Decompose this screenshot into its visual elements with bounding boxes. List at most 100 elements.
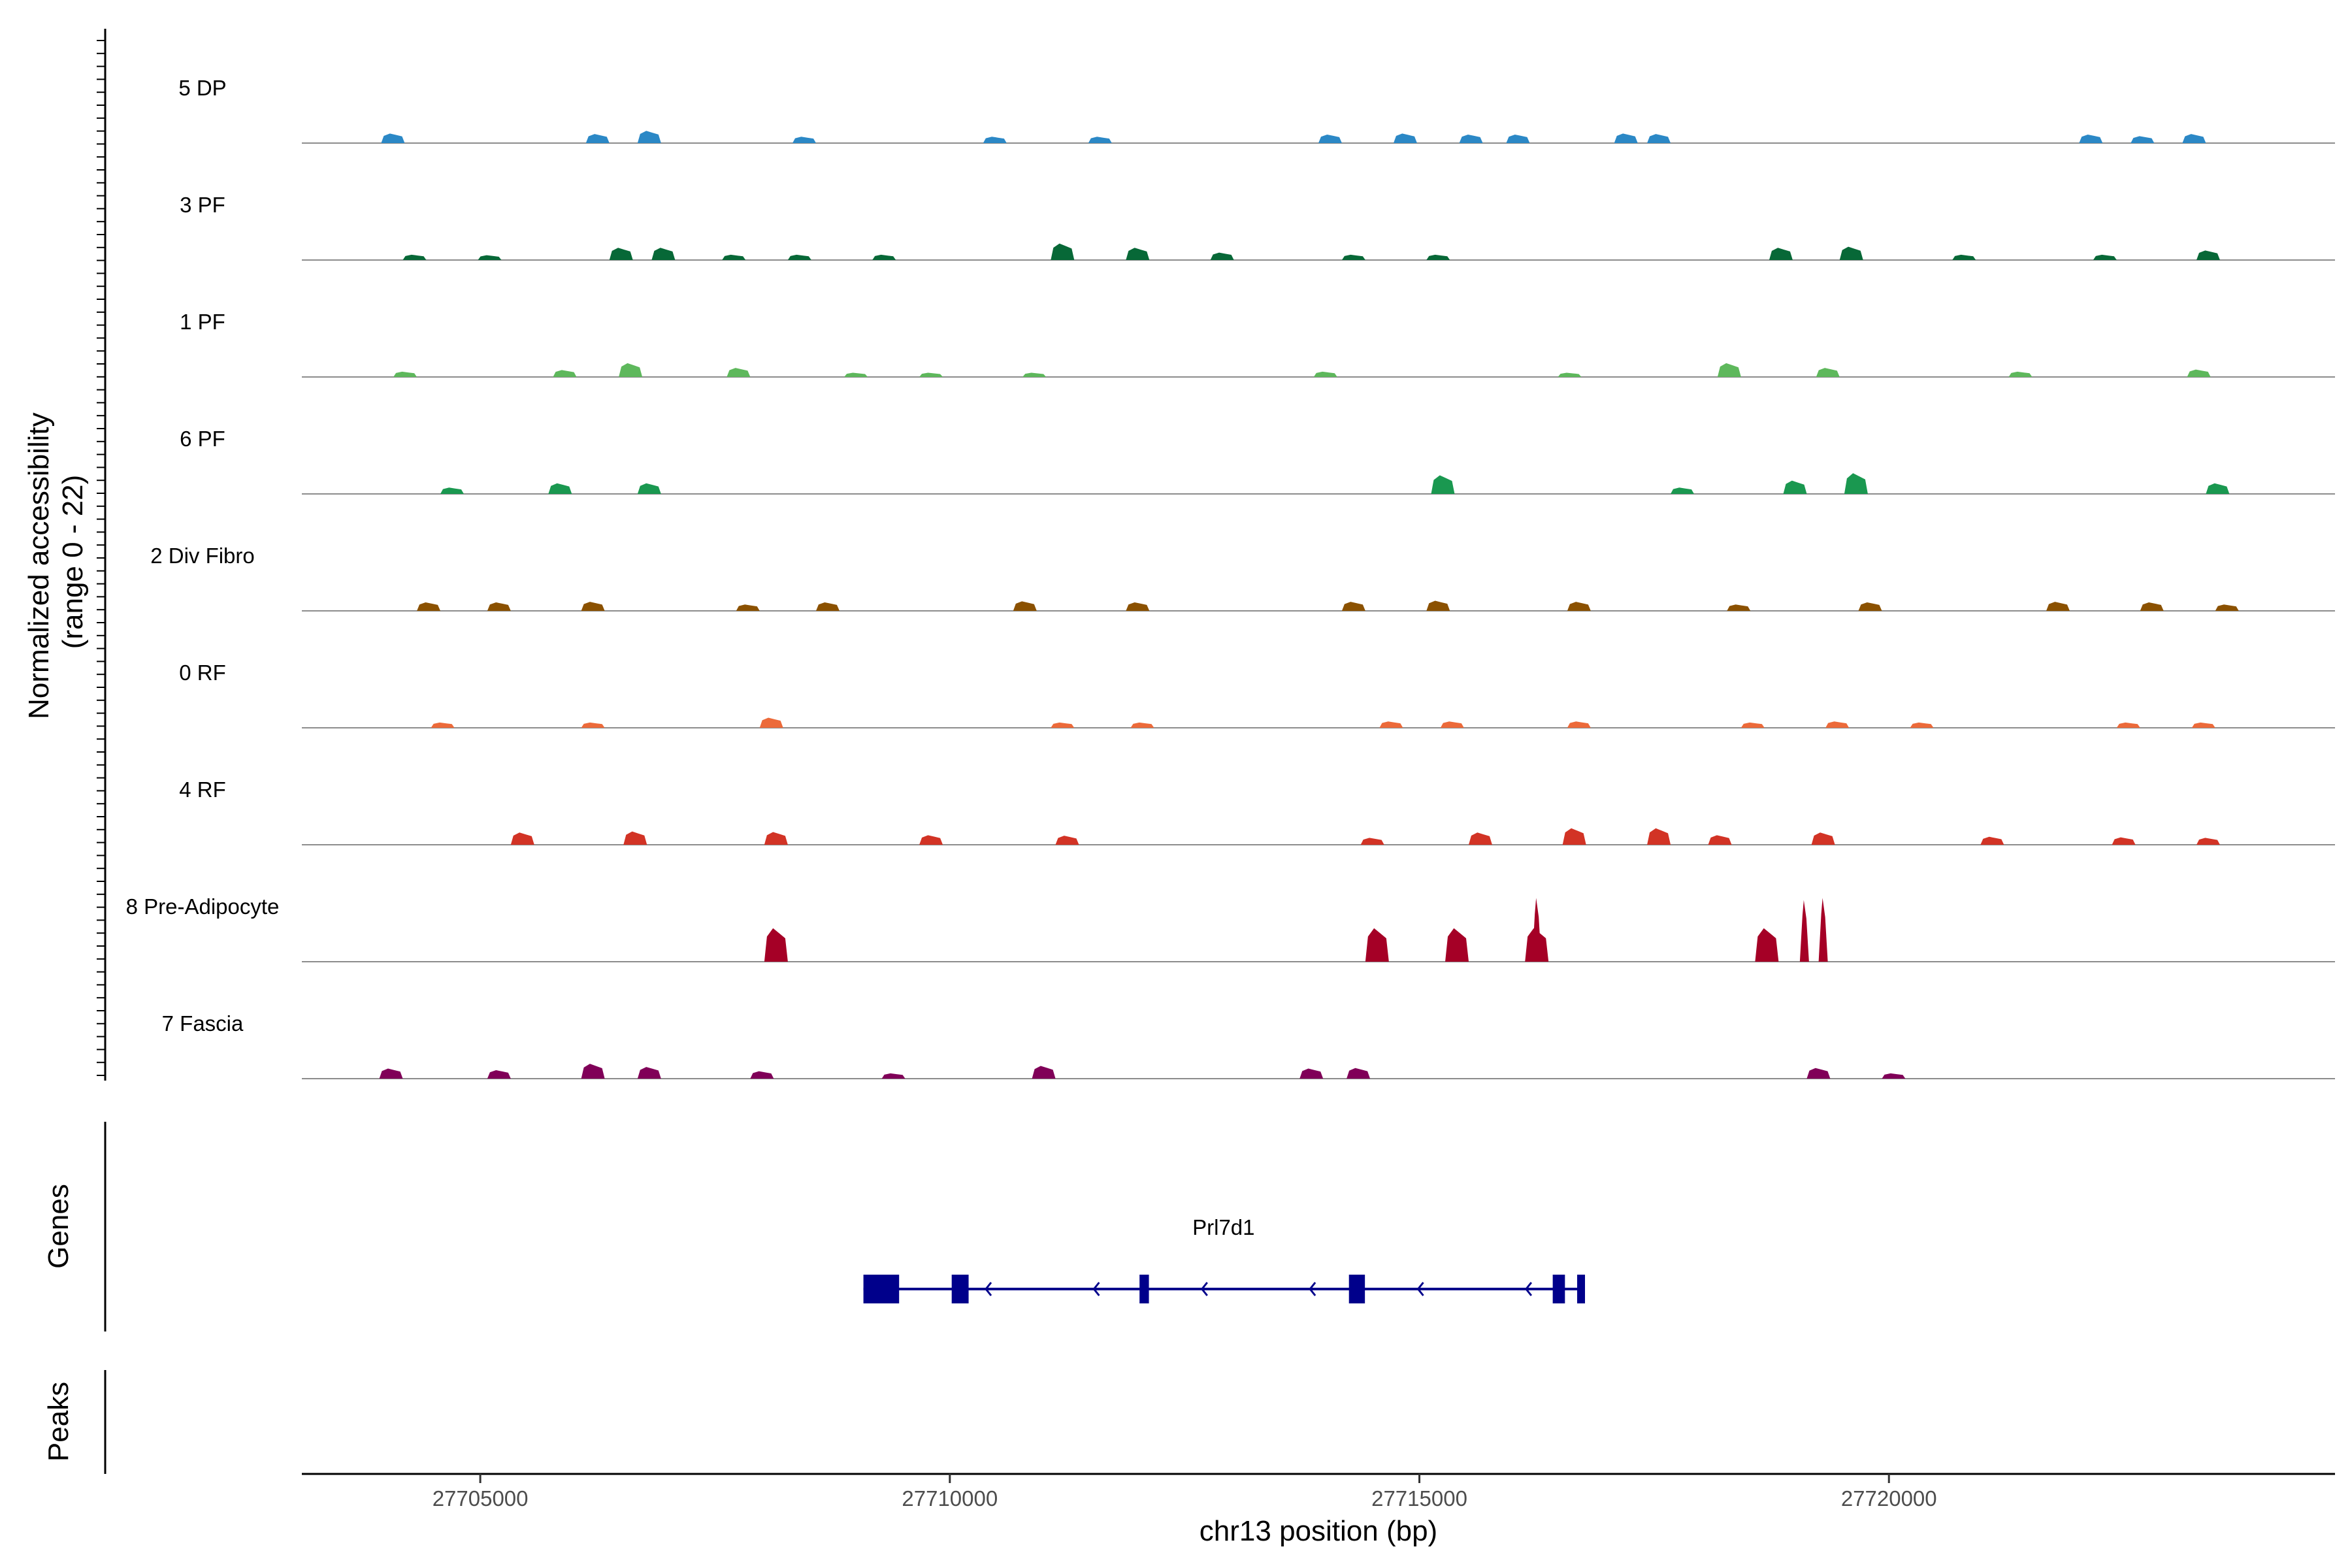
track-label: 7 Fascia <box>162 1011 244 1036</box>
coverage-peak <box>1365 928 1389 962</box>
coverage-peak <box>736 604 760 611</box>
gene-strand-arrow <box>1416 1282 1424 1296</box>
track-6-pf: 6 PF <box>180 427 2335 495</box>
track-label: 6 PF <box>180 427 225 451</box>
coverage-peak <box>2187 369 2211 377</box>
coverage-peak <box>478 255 502 260</box>
gene-strand-arrow <box>1200 1282 1208 1296</box>
coverage-peak <box>764 832 788 845</box>
coverage-peak <box>1318 134 1342 143</box>
x-tick-label: 27715000 <box>1371 1486 1467 1511</box>
coverage-peak <box>727 368 751 377</box>
accessibility-tracks: 5 DP 3 PF 1 PF 6 PF 2 Div Fibro 0 RF 4 RF 8 Pre… <box>126 76 2335 1079</box>
coverage-peak <box>2140 602 2164 611</box>
coverage-peak <box>1341 602 1365 611</box>
coverage-peak <box>1816 368 1840 377</box>
coverage-peak <box>1360 838 1384 845</box>
coverage-peak <box>623 831 647 845</box>
coverage-peak <box>487 602 511 611</box>
coverage-peak <box>1313 371 1337 377</box>
gene-prl7d1: Prl7d1 <box>863 1215 1586 1303</box>
coverage-peak <box>581 602 605 611</box>
coverage-peak <box>1506 134 1530 143</box>
coverage-peak <box>1126 602 1150 611</box>
coverage-peak <box>1459 134 1483 143</box>
coverage-peak <box>1210 252 1234 260</box>
coverage-peak <box>1445 928 1469 962</box>
genes-panel-title: Genes <box>42 1184 74 1269</box>
coverage-peak <box>1426 254 1450 260</box>
coverage-peak <box>637 483 661 494</box>
coverage-peak <box>1670 487 1694 494</box>
coverage-peak <box>1910 722 1934 728</box>
coverage-peak <box>919 835 943 845</box>
coverage-peak <box>1051 722 1075 728</box>
coverage-peak <box>1088 137 1112 143</box>
coverage-peak <box>1717 363 1741 377</box>
coverage-peak <box>1051 243 1075 260</box>
coverage-peak <box>1379 721 1403 728</box>
coverage-peak <box>1299 1068 1324 1079</box>
coverage-peak <box>581 722 605 728</box>
accessibility-axis-ticks <box>97 40 105 1076</box>
coverage-peak <box>2182 134 2206 143</box>
coverage-peak <box>619 363 643 377</box>
coverage-peak <box>1980 836 2004 845</box>
coverage-peak <box>609 248 633 260</box>
coverage-peak <box>1562 828 1586 845</box>
x-tick-label: 27720000 <box>1841 1486 1937 1511</box>
coverage-peak <box>1614 133 1638 143</box>
coverage-peak <box>1055 836 1079 845</box>
coverage-peak <box>379 1068 403 1079</box>
track-4-rf: 4 RF <box>179 777 2335 845</box>
coverage-peak <box>2112 837 2136 845</box>
track-label: 1 PF <box>180 310 225 334</box>
gene-strand-arrow <box>1524 1282 1533 1296</box>
coverage-peak <box>1431 475 1455 494</box>
coverage-peak <box>1130 722 1154 728</box>
coverage-peak <box>1532 898 1542 962</box>
coverage-peak <box>881 1073 906 1079</box>
coverage-peak <box>1727 604 1751 611</box>
track-5-dp: 5 DP <box>178 76 2335 144</box>
track-label: 5 DP <box>178 76 226 100</box>
coverage-peak <box>983 137 1007 143</box>
x-axis-title: chr13 position (bp) <box>1200 1515 1437 1547</box>
coverage-peak <box>1740 722 1765 728</box>
coverage-peak <box>1769 248 1793 260</box>
coverage-peak <box>844 372 868 377</box>
coverage-peak <box>1818 898 1828 962</box>
coverage-peak <box>581 1064 605 1079</box>
coverage-peak <box>1440 721 1464 728</box>
gene-exon <box>1348 1275 1365 1303</box>
coverage-peak <box>1341 254 1365 260</box>
coverage-peak <box>1567 602 1591 611</box>
track-label: 4 RF <box>179 777 226 802</box>
coverage-peak <box>872 254 896 260</box>
y-range-text: (range 0 - 22) <box>57 475 89 649</box>
track-7-fascia: 7 Fascia <box>162 1011 2335 1079</box>
coverage-peak <box>393 371 417 377</box>
coverage-peak <box>2196 250 2220 260</box>
accessibility-axis <box>97 29 106 1081</box>
track-2-div-fibro: 2 Div Fibro <box>150 544 2335 612</box>
coverage-peak <box>2046 602 2070 611</box>
gene-exon <box>1577 1275 1586 1303</box>
track-label: 8 Pre-Adipocyte <box>126 894 280 919</box>
coverage-peak <box>2093 254 2117 260</box>
coverage-peak <box>787 254 811 260</box>
coverage-peak <box>2206 483 2230 494</box>
coverage-peak <box>1844 473 1868 494</box>
coverage-peak <box>919 372 943 377</box>
coverage-peak <box>1806 1068 1831 1079</box>
coverage-peak <box>1347 1068 1371 1079</box>
coverage-peak <box>2131 136 2155 143</box>
coverage-peak <box>637 1067 661 1079</box>
track-8-pre-adipocyte: 8 Pre-Adipocyte <box>126 894 2335 962</box>
coverage-peak <box>1755 928 1779 962</box>
gene-strand-arrow <box>1092 1282 1100 1296</box>
coverage-peak <box>510 832 534 845</box>
gene-strand-arrow <box>1309 1282 1316 1296</box>
coverage-peak <box>1783 480 1807 494</box>
